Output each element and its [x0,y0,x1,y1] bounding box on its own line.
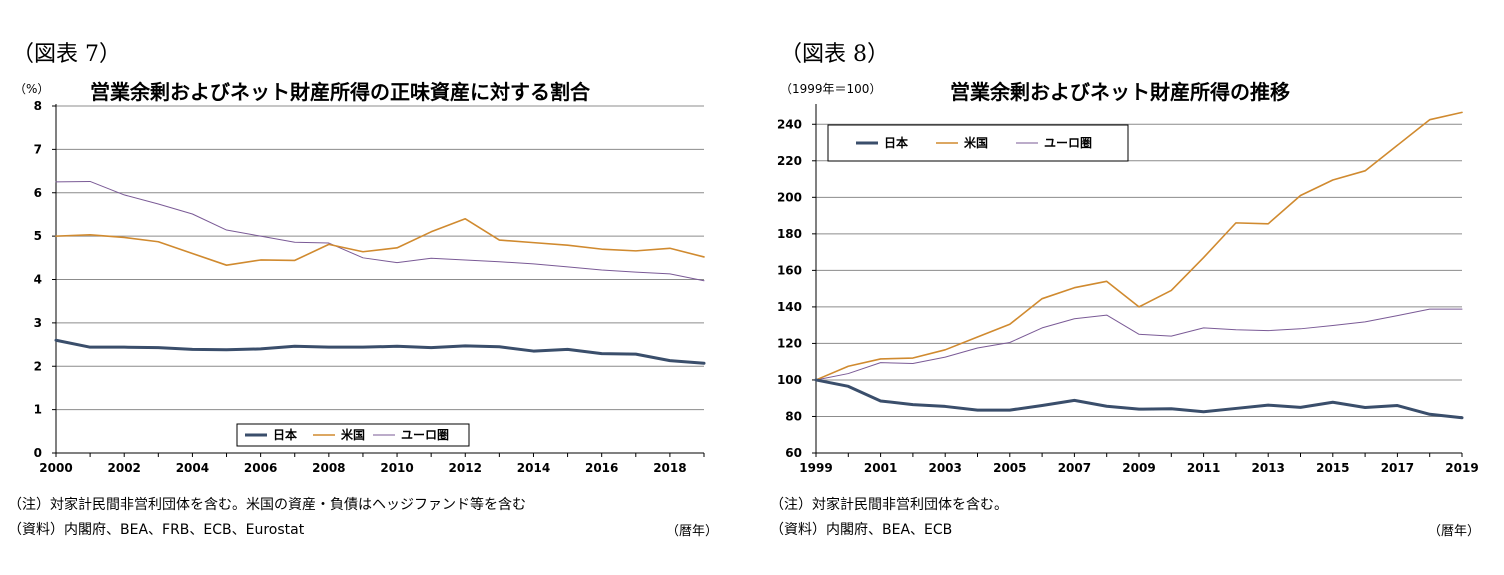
left-y-tick-label: 2 [34,359,42,373]
right-y-tick-label: 160 [777,263,802,277]
right-y-tick-label: 120 [777,336,802,350]
right-y-tick-label: 240 [777,117,802,131]
left-series-line-1 [55,217,705,266]
right-legend-label-1: 米国 [964,135,988,150]
right-y-tick-label: 220 [777,154,802,168]
left-legend: 日本 米国 ユーロ圏 [236,423,470,447]
right-x-tick-label: 2013 [1251,461,1284,475]
left-x-tick-label: 2006 [244,461,277,475]
left-y-tick-label: 0 [34,446,42,460]
right-x-tick-label: 2009 [1122,461,1155,475]
right-x-tick-label: 2019 [1445,461,1478,475]
left-x-tick-label: 2004 [176,461,209,475]
left-x-tick-label: 2008 [312,461,345,475]
left-y-tick-label: 4 [34,273,42,287]
right-y-tick-label: 200 [777,190,802,204]
left-x-tick-label: 2016 [585,461,618,475]
right-series-line-0 [814,378,1464,420]
left-source: （資料）内閣府、BEA、FRB、ECB、Eurostat [8,522,305,538]
left-y-tick-label: 3 [34,316,42,330]
left-x-tick-label: 2012 [449,461,482,475]
right-x-tick-label: 2005 [993,461,1026,475]
left-x-tick-label: 2002 [108,461,141,475]
right-x-tick-label: 2007 [1058,461,1091,475]
right-legend-label-0: 日本 [884,135,908,150]
left-legend-label-2: ユーロ圏 [401,428,449,442]
right-series-line-1 [815,111,1463,381]
right-x-tick-label: 2011 [1187,461,1220,475]
right-y-tick-label: 80 [785,409,802,423]
left-chart-panel: （図表 7） （%） 営業余剰およびネット財産所得の正味資産に対する割合 0 1 2… [8,42,719,539]
left-series-line-2 [55,180,705,282]
left-y-tick-label: 6 [34,186,42,200]
right-legend-label-2: ユーロ圏 [1044,136,1092,150]
left-x-unit: （暦年） [666,524,719,539]
left-line-chart: 0 1 2 3 4 5 6 7 8 2000 2002 2004 2006 2008 2010 2012 201… [34,99,706,475]
right-x-tick-label: 2017 [1381,461,1414,475]
right-chart-panel: （図表 8） （1999年＝100） 営業余剰およびネット財産所得の推移 60 8… [752,0,1504,575]
left-series-line-0 [54,338,706,365]
right-x-tick-label: 2001 [864,461,897,475]
left-y-tick-label: 8 [34,99,42,113]
right-y-tick-label: 60 [785,446,802,460]
left-note: （注）対家計民間非営利団体を含む。米国の資産・負債はヘッジファンド等を含む [8,497,526,513]
right-y-tick-label: 140 [777,300,802,314]
right-y-unit: （1999年＝100） [780,82,882,96]
left-x-tick-label: 2010 [380,461,413,475]
left-y-unit: （%） [14,82,50,96]
left-figure-label: （図表 7） [12,42,121,67]
left-legend-label-1: 米国 [341,427,365,442]
left-x-tick-label: 2000 [39,461,72,475]
right-x-unit: （暦年） [1428,524,1481,539]
right-series-line-2 [815,308,1463,381]
right-chart-title: 営業余剰およびネット財産所得の推移 [950,80,1290,104]
left-y-tick-label: 1 [34,403,42,417]
right-x-tick-label: 2015 [1316,461,1349,475]
right-source: （資料）内閣府、BEA、ECB [770,522,953,538]
right-y-tick-label: 180 [777,227,802,241]
right-line-chart: 60 80 100 120 140 160 180 200 220 240 1999 2001 2003… [777,104,1479,475]
left-x-tick-label: 2018 [653,461,686,475]
right-x-tick-label: 2003 [928,461,961,475]
left-x-tick-label: 2014 [517,461,550,475]
left-legend-label-0: 日本 [273,427,297,442]
left-chart-title: 営業余剰およびネット財産所得の正味資産に対する割合 [90,80,590,104]
right-legend: 日本 米国 ユーロ圏 [827,124,1129,162]
left-y-tick-label: 7 [34,142,42,156]
right-note: （注）対家計民間非営利団体を含む。 [770,497,1008,513]
right-x-tick-label: 1999 [799,461,832,475]
right-figure-label: （図表 8） [780,42,889,67]
left-legend-box [236,423,470,447]
right-y-tick-label: 100 [777,373,802,387]
left-y-tick-label: 5 [34,229,42,243]
